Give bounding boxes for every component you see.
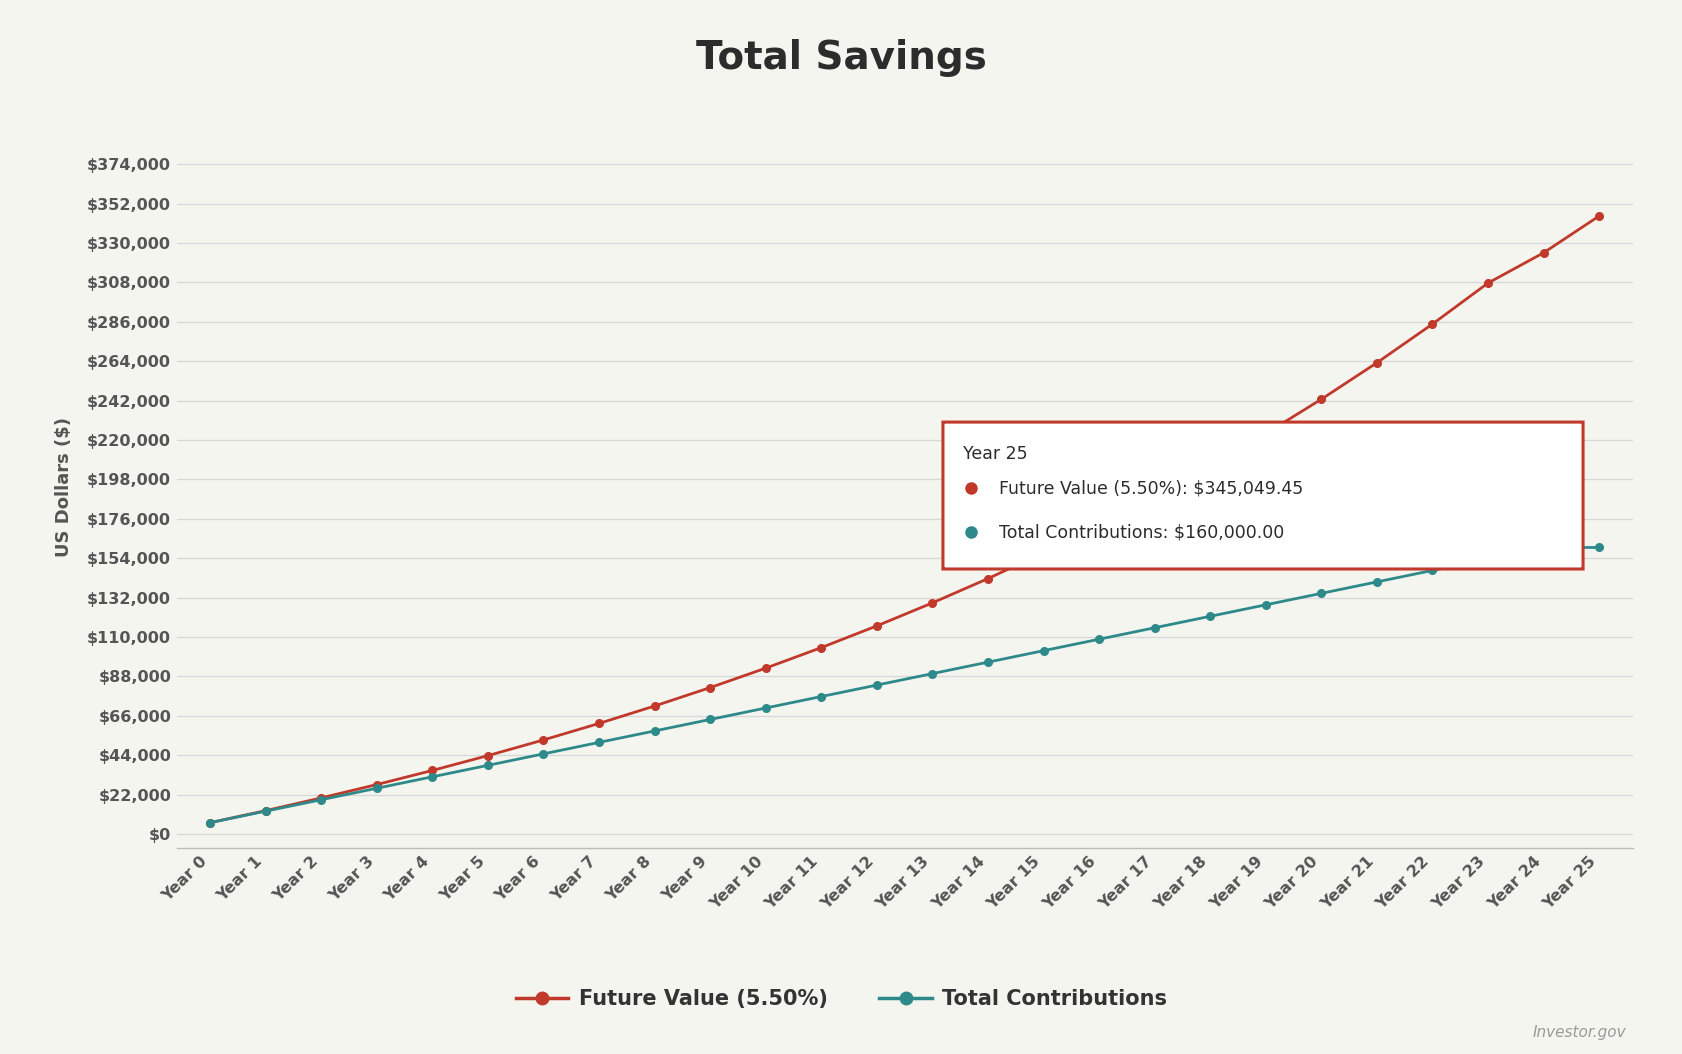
FancyBboxPatch shape <box>942 422 1583 569</box>
Text: Total Savings: Total Savings <box>696 39 986 77</box>
Legend: Future Value (5.50%), Total Contributions: Future Value (5.50%), Total Contribution… <box>508 980 1174 1017</box>
Y-axis label: US Dollars ($): US Dollars ($) <box>56 417 74 558</box>
Text: Future Value (5.50%): $345,049.45: Future Value (5.50%): $345,049.45 <box>999 480 1302 497</box>
Text: Year 25: Year 25 <box>962 446 1028 464</box>
Text: Total Contributions: $160,000.00: Total Contributions: $160,000.00 <box>999 523 1283 542</box>
Text: Investor.gov: Investor.gov <box>1531 1026 1625 1040</box>
